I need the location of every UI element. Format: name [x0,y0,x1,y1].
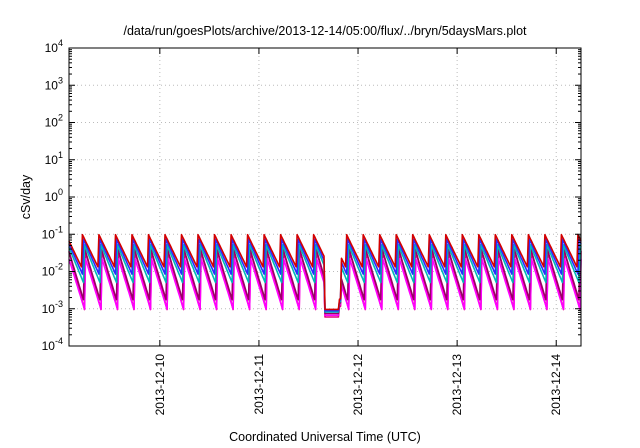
y-tick-label: 100 [45,187,63,204]
x-axis: 2013-12-10 2013-12-11 2013-12-12 2013-12-13… [153,48,563,415]
x-tick-label: 2013-12-10 [153,354,167,416]
y-axis-label: cSv/day [19,174,33,219]
y-tick-label: 10-2 [42,262,63,279]
x-tick-label: 2013-12-14 [549,354,563,416]
y-axis: 104 103 102 101 100 10-1 10-2 10-3 10-4 [42,38,581,353]
series-line [68,257,582,317]
y-tick-label: 104 [45,38,63,55]
series-line [68,247,582,315]
x-tick-label: 2013-12-13 [450,354,464,416]
series-line [68,238,582,312]
y-tick-label: 10-3 [42,299,63,316]
y-tick-label: 102 [45,113,63,130]
x-tick-label: 2013-12-11 [252,354,266,415]
x-tick-label: 2013-12-12 [351,354,365,416]
x-axis-label: Coordinated Universal Time (UTC) [229,430,421,444]
series-line [68,233,582,311]
y-tick-label: 103 [45,75,63,92]
series-group [68,233,582,318]
chart-title: /data/run/goesPlots/archive/2013-12-14/0… [123,24,527,38]
y-tick-label: 10-4 [42,336,63,353]
y-tick-label: 101 [45,150,63,167]
y-tick-label: 10-1 [42,224,63,241]
series-line [68,244,582,313]
